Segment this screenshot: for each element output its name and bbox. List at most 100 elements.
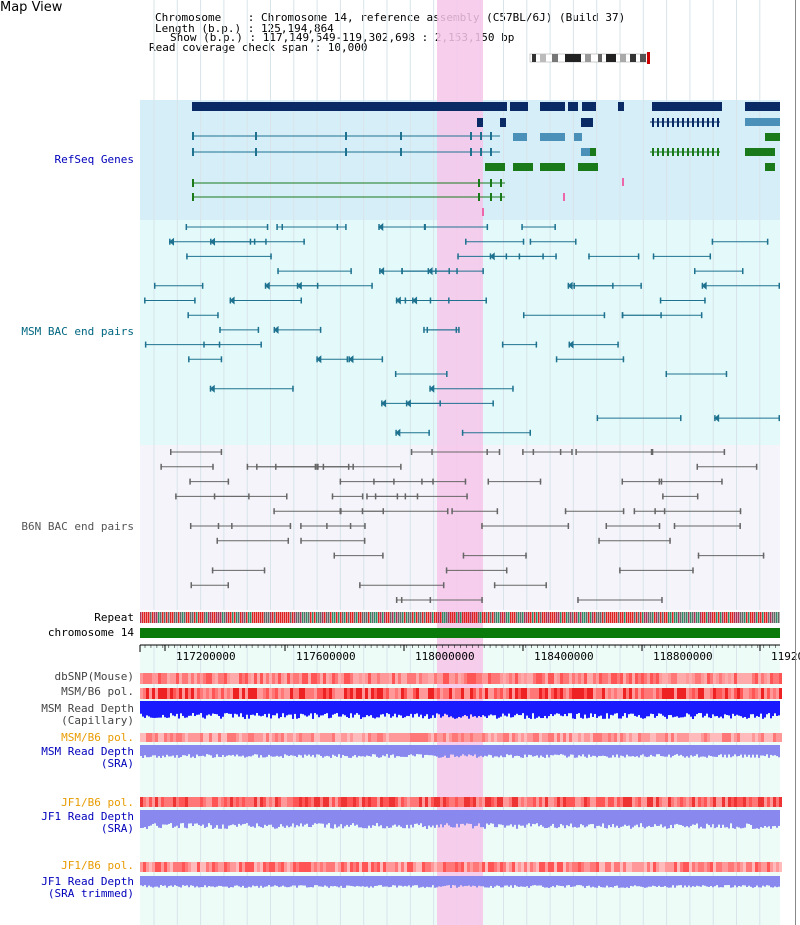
msm-capillary-depth bbox=[140, 701, 142, 714]
repeat-element bbox=[604, 612, 606, 623]
msm-b6-pol2-heat bbox=[527, 733, 530, 742]
repeat-element bbox=[652, 612, 654, 623]
jf1-b6-pol2-heat bbox=[206, 862, 209, 872]
jf1-b6-pol-heat bbox=[383, 797, 386, 807]
msm-sra-depth bbox=[644, 745, 646, 757]
track-label-msm-depth-sra[interactable]: MSM Read Depth bbox=[41, 745, 134, 758]
jf1-b6-pol-heat bbox=[302, 797, 305, 807]
msm-sra-depth bbox=[456, 745, 458, 757]
track-label-jf1-b6-pol[interactable]: JF1/B6 pol. bbox=[61, 796, 134, 809]
msm-capillary-depth bbox=[228, 701, 230, 714]
jf1-b6-pol-heat bbox=[743, 797, 746, 807]
msm-b6-pol-heat bbox=[611, 688, 614, 699]
track-label-msm-bac[interactable]: MSM BAC end pairs bbox=[21, 325, 134, 338]
msm-bac-end bbox=[266, 224, 269, 230]
msm-capillary-depth bbox=[238, 701, 240, 717]
dbsnp-heat bbox=[251, 673, 254, 684]
msm-capillary-depth bbox=[426, 701, 428, 715]
dbsnp-heat bbox=[629, 673, 632, 684]
track-label-msm-b6-pol[interactable]: MSM/B6 pol. bbox=[61, 685, 134, 698]
msm-capillary-depth bbox=[182, 701, 184, 716]
jf1-b6-pol2-heat bbox=[650, 862, 653, 872]
track-label-msm-b6-pol-2[interactable]: MSM/B6 pol. bbox=[61, 731, 134, 744]
repeat-element bbox=[734, 612, 736, 623]
track-label-repeat[interactable]: Repeat bbox=[94, 611, 134, 624]
msm-b6-pol2-heat bbox=[143, 733, 146, 742]
msm-bac-end bbox=[218, 341, 221, 348]
msm-capillary-depth bbox=[536, 701, 538, 718]
msm-b6-pol-heat bbox=[455, 688, 458, 699]
msm-b6-pol-heat bbox=[479, 688, 482, 699]
msm-capillary-depth bbox=[200, 701, 202, 714]
jf1-sra-depth bbox=[510, 810, 512, 825]
track-label-chromosome[interactable]: chromosome 14 bbox=[47, 626, 134, 639]
jf1-b6-pol2-heat bbox=[542, 862, 545, 872]
jf1-b6-pol-heat bbox=[266, 797, 269, 807]
track-label-dbsnp[interactable]: dbSNP(Mouse) bbox=[54, 670, 134, 683]
msm-sra-depth bbox=[678, 745, 680, 756]
jf1-sra-depth bbox=[348, 810, 350, 827]
jf1-sra-depth bbox=[696, 810, 698, 824]
jf1-sra-depth bbox=[290, 810, 292, 827]
jf1-sra-depth bbox=[514, 810, 516, 825]
dbsnp-heat bbox=[440, 673, 443, 684]
track-label-jf1-depth-trim[interactable]: JF1 Read Depth bbox=[41, 875, 134, 888]
msm-sra-depth bbox=[524, 745, 526, 755]
track-label-jf1-b6-pol-2[interactable]: JF1/B6 pol. bbox=[61, 859, 134, 872]
jf1-trimmed-depth bbox=[422, 876, 424, 887]
track-label-msm-depth-cap[interactable]: MSM Read Depth bbox=[41, 702, 134, 715]
jf1-sra-depth bbox=[394, 810, 396, 825]
jf1-sra-depth bbox=[706, 810, 708, 824]
dbsnp-heat bbox=[620, 673, 623, 684]
jf1-trimmed-depth bbox=[512, 876, 514, 888]
track-label-refseq[interactable]: RefSeq Genes bbox=[54, 153, 134, 166]
jf1-b6-pol2-heat bbox=[245, 862, 248, 872]
jf1-sra-depth bbox=[282, 810, 284, 827]
msm-sra-depth bbox=[550, 745, 552, 756]
jf1-b6-pol2-heat bbox=[704, 862, 707, 872]
dbsnp-heat bbox=[323, 673, 326, 684]
msm-b6-pol-heat bbox=[179, 688, 182, 699]
msm-capillary-depth bbox=[178, 701, 180, 719]
jf1-sra-depth bbox=[748, 810, 750, 824]
jf1-trimmed-depth bbox=[690, 876, 692, 888]
jf1-b6-pol-heat bbox=[416, 797, 419, 807]
jf1-trimmed-depth bbox=[182, 876, 184, 886]
dbsnp-heat bbox=[377, 673, 380, 684]
jf1-b6-pol-heat bbox=[548, 797, 551, 807]
dbsnp-heat bbox=[290, 673, 293, 684]
msm-b6-pol-heat bbox=[155, 688, 158, 699]
track-label-b6n-bac[interactable]: B6N BAC end pairs bbox=[21, 520, 134, 533]
jf1-sra-depth bbox=[388, 810, 390, 828]
repeat-element bbox=[696, 612, 698, 623]
msm-sra-depth bbox=[462, 745, 464, 755]
jf1-trimmed-depth bbox=[616, 876, 618, 886]
msm-capillary-depth bbox=[640, 701, 642, 718]
jf1-b6-pol2-heat bbox=[224, 862, 227, 872]
msm-capillary-depth bbox=[628, 701, 630, 715]
jf1-trimmed-depth bbox=[718, 876, 720, 888]
msm-sra-depth bbox=[332, 745, 334, 755]
jf1-b6-pol2-heat bbox=[713, 862, 716, 872]
track-label-msm-depth-cap-sub: (Capillary) bbox=[61, 714, 134, 727]
msm-b6-pol-heat bbox=[761, 688, 764, 699]
jf1-b6-pol-heat bbox=[512, 797, 515, 807]
jf1-trimmed-depth bbox=[216, 876, 218, 887]
jf1-b6-pol-heat bbox=[425, 797, 428, 807]
msm-b6-pol-heat bbox=[599, 688, 602, 699]
msm-b6-pol-heat bbox=[746, 688, 749, 699]
repeat-element bbox=[446, 612, 448, 623]
msm-capillary-depth bbox=[410, 701, 412, 714]
jf1-sra-depth bbox=[496, 810, 498, 828]
msm-sra-depth bbox=[756, 745, 758, 755]
jf1-sra-depth bbox=[334, 810, 336, 825]
msm-b6-pol2-heat bbox=[584, 733, 587, 742]
track-label-jf1-depth-sra[interactable]: JF1 Read Depth bbox=[41, 810, 134, 823]
jf1-b6-pol2-heat bbox=[227, 862, 230, 872]
jf1-trimmed-depth bbox=[202, 876, 204, 888]
msm-sra-depth bbox=[594, 745, 596, 756]
jf1-b6-pol-heat bbox=[755, 797, 758, 807]
msm-capillary-depth bbox=[202, 701, 204, 718]
jf1-b6-pol-heat bbox=[293, 797, 296, 807]
